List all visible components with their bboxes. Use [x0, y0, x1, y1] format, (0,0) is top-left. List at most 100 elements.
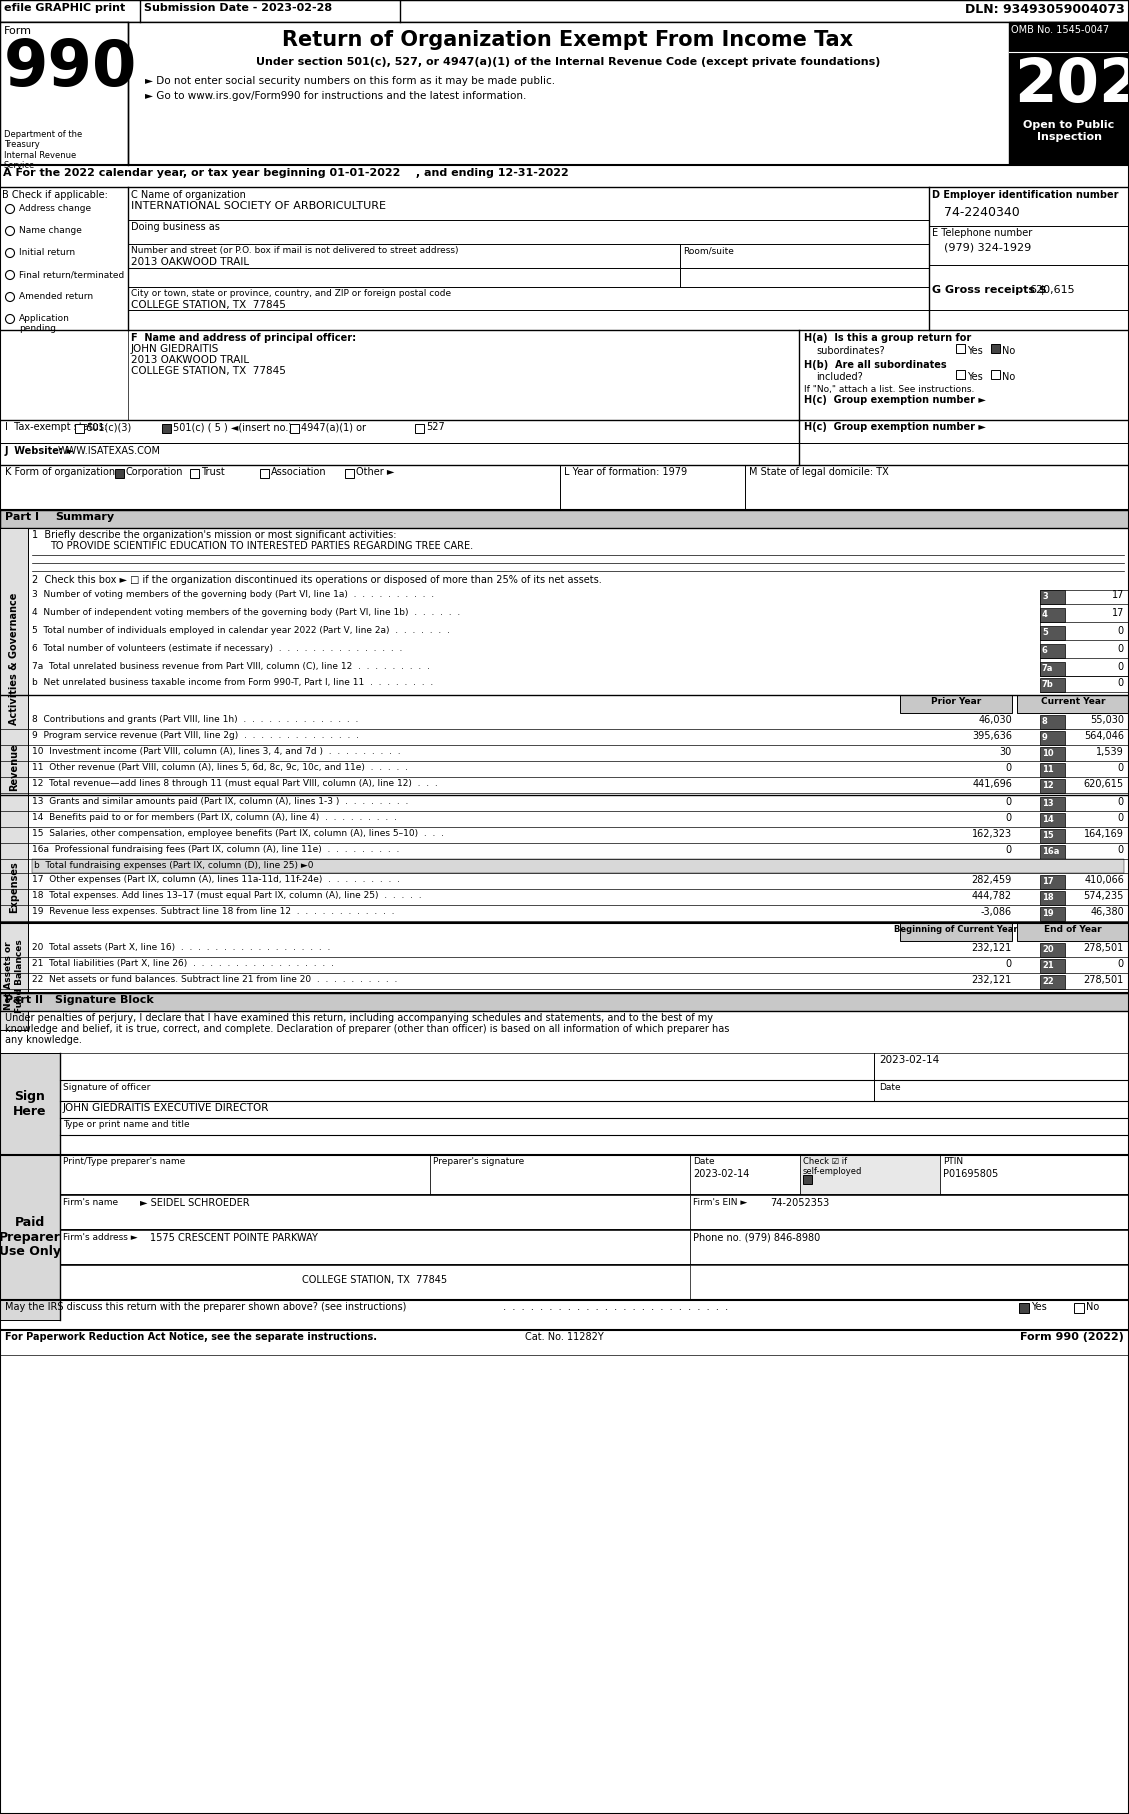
- Text: 20: 20: [1042, 945, 1053, 954]
- Text: Expenses: Expenses: [9, 862, 19, 912]
- Bar: [1040, 678, 1065, 691]
- Text: 164,169: 164,169: [1084, 829, 1124, 840]
- Bar: [1040, 845, 1065, 860]
- Bar: [0, 187, 1129, 330]
- Text: subordinates?: subordinates?: [816, 346, 885, 356]
- Bar: [290, 424, 299, 434]
- Text: 8  Contributions and grants (Part VIII, line 1h)  .  .  .  .  .  .  .  .  .  .  : 8 Contributions and grants (Part VIII, l…: [32, 715, 358, 724]
- Text: May the IRS discuss this return with the preparer shown above? (see instructions: May the IRS discuss this return with the…: [5, 1302, 406, 1312]
- Text: Final return/terminated: Final return/terminated: [19, 270, 124, 279]
- Text: 4  Number of independent voting members of the governing body (Part VI, line 1b): 4 Number of independent voting members o…: [32, 608, 461, 617]
- Text: Date: Date: [693, 1157, 715, 1166]
- Text: Cat. No. 11282Y: Cat. No. 11282Y: [525, 1331, 603, 1342]
- Text: Name change: Name change: [19, 227, 82, 236]
- Text: 564,046: 564,046: [1084, 731, 1124, 740]
- Text: b  Total fundraising expenses (Part IX, column (D), line 25) ►0: b Total fundraising expenses (Part IX, c…: [34, 862, 314, 871]
- Text: No: No: [1086, 1302, 1100, 1312]
- Text: 395,636: 395,636: [972, 731, 1012, 740]
- Text: 11: 11: [1042, 766, 1053, 775]
- Text: Firm's address ►: Firm's address ►: [63, 1234, 138, 1243]
- Bar: [0, 464, 1129, 510]
- Text: 9  Program service revenue (Part VIII, line 2g)  .  .  .  .  .  .  .  .  .  .  .: 9 Program service revenue (Part VIII, li…: [32, 731, 359, 740]
- Text: Under penalties of perjury, I declare that I have examined this return, includin: Under penalties of perjury, I declare th…: [5, 1012, 714, 1023]
- Text: 18: 18: [1042, 892, 1053, 902]
- Text: .  .  .  .  .  .  .  .  .  .  .  .  .  .  .  .  .  .  .  .  .  .  .  .  .: . . . . . . . . . . . . . . . . . . . . …: [500, 1302, 728, 1312]
- Text: 527: 527: [426, 423, 445, 432]
- Text: Paid
Preparer
Use Only: Paid Preparer Use Only: [0, 1215, 61, 1259]
- Bar: [1040, 796, 1065, 811]
- Text: (979) 324-1929: (979) 324-1929: [944, 243, 1031, 252]
- Bar: [0, 1330, 1129, 1355]
- Text: Association: Association: [271, 466, 326, 477]
- Text: 74-2240340: 74-2240340: [944, 207, 1019, 219]
- Text: 232,121: 232,121: [972, 974, 1012, 985]
- Text: D Employer identification number: D Employer identification number: [933, 190, 1119, 200]
- Text: b  Net unrelated business taxable income from Form 990-T, Part I, line 11  .  . : b Net unrelated business taxable income …: [32, 678, 434, 688]
- Text: Sign
Here: Sign Here: [14, 1090, 46, 1117]
- Bar: [1040, 891, 1065, 905]
- Text: Net Assets or
Fund Balances: Net Assets or Fund Balances: [5, 940, 24, 1012]
- Text: 501(c)(3): 501(c)(3): [86, 423, 131, 432]
- Text: Return of Organization Exempt From Income Tax: Return of Organization Exempt From Incom…: [282, 31, 854, 51]
- Text: Type or print name and title: Type or print name and title: [63, 1119, 190, 1128]
- Text: ► SEIDEL SCHROEDER: ► SEIDEL SCHROEDER: [140, 1197, 250, 1208]
- Bar: [1040, 764, 1065, 776]
- Bar: [900, 695, 1012, 713]
- Text: 22  Net assets or fund balances. Subtract line 21 from line 20  .  .  .  .  .  .: 22 Net assets or fund balances. Subtract…: [32, 974, 397, 983]
- Text: M State of legal domicile: TX: M State of legal domicile: TX: [749, 466, 889, 477]
- Bar: [991, 345, 1000, 354]
- Text: COLLEGE STATION, TX  77845: COLLEGE STATION, TX 77845: [303, 1275, 447, 1284]
- Text: 10: 10: [1042, 749, 1053, 758]
- Text: 441,696: 441,696: [972, 778, 1012, 789]
- Text: 2013 OAKWOOD TRAIL: 2013 OAKWOOD TRAIL: [131, 356, 250, 365]
- Text: 7a  Total unrelated business revenue from Part VIII, column (C), line 12  .  .  : 7a Total unrelated business revenue from…: [32, 662, 430, 671]
- Text: P01695805: P01695805: [943, 1168, 998, 1179]
- Text: 3  Number of voting members of the governing body (Part VI, line 1a)  .  .  .  .: 3 Number of voting members of the govern…: [32, 590, 435, 599]
- Bar: [690, 1195, 1129, 1230]
- Text: 74-2052353: 74-2052353: [770, 1197, 829, 1208]
- Text: Summary: Summary: [55, 512, 114, 522]
- Text: 620,615: 620,615: [1084, 778, 1124, 789]
- Text: 14: 14: [1042, 814, 1053, 824]
- Bar: [415, 424, 425, 434]
- Text: 410,066: 410,066: [1084, 874, 1124, 885]
- Bar: [1040, 974, 1065, 989]
- Bar: [1040, 590, 1065, 604]
- Text: 16a: 16a: [1042, 847, 1059, 856]
- Text: 21: 21: [1042, 961, 1053, 970]
- Bar: [1040, 715, 1065, 729]
- Text: Other ►: Other ►: [356, 466, 394, 477]
- Text: 2  Check this box ► □ if the organization discontinued its operations or dispose: 2 Check this box ► □ if the organization…: [32, 575, 602, 584]
- Text: I  Tax-exempt status:: I Tax-exempt status:: [5, 423, 107, 432]
- Bar: [60, 1264, 690, 1301]
- Bar: [1040, 778, 1065, 793]
- Text: No: No: [1003, 346, 1015, 356]
- Text: PTIN: PTIN: [943, 1157, 963, 1166]
- Bar: [260, 470, 269, 479]
- Text: H(a)  Is this a group return for: H(a) Is this a group return for: [804, 334, 971, 343]
- Text: COLLEGE STATION, TX  77845: COLLEGE STATION, TX 77845: [131, 366, 286, 375]
- Bar: [956, 345, 965, 354]
- Text: 0: 0: [1118, 644, 1124, 655]
- Text: C Name of organization: C Name of organization: [131, 190, 246, 200]
- Text: Yes: Yes: [968, 372, 982, 383]
- Bar: [0, 695, 28, 840]
- Bar: [430, 1156, 690, 1195]
- Text: 15  Salaries, other compensation, employee benefits (Part IX, column (A), lines : 15 Salaries, other compensation, employe…: [32, 829, 444, 838]
- Text: City or town, state or province, country, and ZIP or foreign postal code: City or town, state or province, country…: [131, 288, 452, 297]
- Text: Form 990 (2022): Form 990 (2022): [1021, 1331, 1124, 1342]
- Text: 0: 0: [1118, 813, 1124, 824]
- Bar: [940, 1156, 1129, 1195]
- Bar: [161, 424, 170, 434]
- Text: Yes: Yes: [1031, 1302, 1047, 1312]
- Bar: [956, 370, 965, 379]
- Text: Firm's EIN ►: Firm's EIN ►: [693, 1197, 747, 1206]
- Bar: [1040, 943, 1065, 958]
- Bar: [690, 1230, 1129, 1264]
- Text: 10  Investment income (Part VIII, column (A), lines 3, 4, and 7d )  .  .  .  .  : 10 Investment income (Part VIII, column …: [32, 747, 401, 756]
- Text: -3,086: -3,086: [981, 907, 1012, 918]
- Text: 282,459: 282,459: [972, 874, 1012, 885]
- Text: 2022: 2022: [1014, 56, 1129, 114]
- Bar: [32, 860, 1124, 873]
- Bar: [1009, 22, 1129, 165]
